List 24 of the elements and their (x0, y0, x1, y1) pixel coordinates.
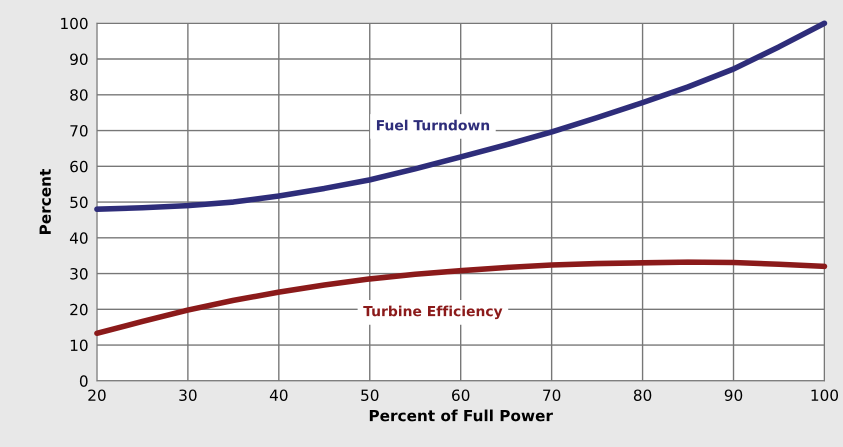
y-tick-label: 30 (70, 268, 88, 280)
y-tick-label: 100 (61, 18, 88, 30)
y-tick-label: 10 (70, 340, 88, 352)
x-tick-label: 20 (88, 389, 106, 402)
y-tick-label: 90 (70, 53, 88, 66)
y-axis-title: Percent (40, 169, 51, 234)
x-tick-label: 30 (179, 389, 197, 402)
y-tick-label: 60 (70, 160, 88, 172)
series-label: Turbine Efficiency (363, 306, 502, 320)
y-tick-label: 20 (70, 304, 88, 316)
x-axis-title: Percent of Full Power (370, 410, 553, 422)
x-tick-label: 40 (270, 389, 288, 402)
x-tick-label: 70 (543, 389, 560, 402)
x-tick-label: 80 (634, 389, 652, 402)
y-tick-label: 70 (70, 124, 88, 137)
x-tick-label: 60 (452, 389, 470, 402)
y-tick-label: 80 (70, 89, 88, 101)
y-tick-label: 50 (70, 196, 88, 208)
y-tick-label: 0 (80, 375, 88, 387)
x-tick-label: 100 (812, 389, 838, 402)
y-tick-label: 40 (70, 232, 88, 244)
x-tick-label: 90 (724, 389, 742, 402)
x-tick-label: 50 (361, 389, 378, 402)
series-label: Fuel Turndown (376, 120, 490, 130)
